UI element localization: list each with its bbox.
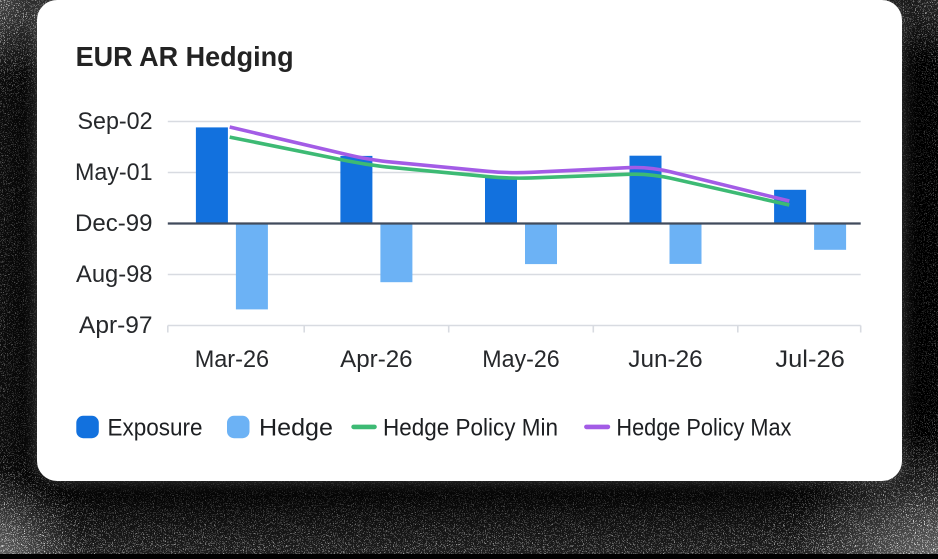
svg-text:Hedge Policy Max: Hedge Policy Max [616,414,791,441]
svg-text:Hedge Policy Min: Hedge Policy Min [383,414,558,441]
svg-text:Aug-98: Aug-98 [76,261,153,288]
svg-text:EUR AR Hedging: EUR AR Hedging [76,41,294,72]
svg-text:Sep-02: Sep-02 [78,108,153,135]
svg-text:Mar-26: Mar-26 [195,346,269,373]
svg-text:Apr-97: Apr-97 [79,312,153,339]
svg-text:Jul-26: Jul-26 [775,346,844,373]
svg-text:May-01: May-01 [75,159,153,186]
svg-text:Apr-26: Apr-26 [340,346,412,373]
svg-text:Dec-99: Dec-99 [75,210,153,237]
svg-text:Jun-26: Jun-26 [628,346,702,373]
svg-text:Exposure: Exposure [108,414,203,441]
svg-text:Hedge: Hedge [259,414,333,441]
svg-text:May-26: May-26 [482,346,559,373]
